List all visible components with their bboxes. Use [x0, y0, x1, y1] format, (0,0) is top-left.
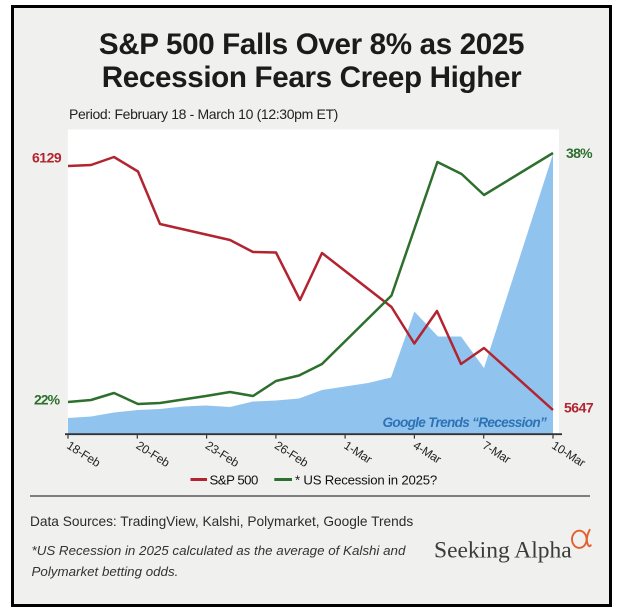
svg-text:6129: 6129: [32, 149, 62, 165]
svg-text:10-Mar: 10-Mar: [549, 438, 588, 470]
svg-text:7-Mar: 7-Mar: [480, 438, 513, 466]
svg-text:Polymarket betting odds.: Polymarket betting odds.: [32, 564, 179, 579]
svg-text:20-Feb: 20-Feb: [134, 438, 173, 470]
svg-text:Data Sources: TradingView, Kal: Data Sources: TradingView, Kalshi, Polym…: [30, 514, 413, 529]
svg-text:38%: 38%: [566, 145, 593, 161]
svg-text:22%: 22%: [34, 391, 61, 407]
svg-text:*US Recession in 2025 calculat: *US Recession in 2025 calculated as the …: [32, 543, 406, 558]
svg-text:Seeking Alpha: Seeking Alpha: [434, 537, 572, 563]
svg-text:4-Mar: 4-Mar: [411, 438, 444, 466]
svg-text:* US Recession in 2025?: * US Recession in 2025?: [295, 473, 437, 488]
svg-text:Google Trends “Recession”: Google Trends “Recession”: [383, 415, 547, 430]
svg-text:23-Feb: 23-Feb: [203, 438, 242, 470]
svg-text:1-Mar: 1-Mar: [341, 438, 374, 466]
svg-text:26-Feb: 26-Feb: [272, 438, 311, 470]
svg-text:S&P 500: S&P 500: [210, 473, 258, 488]
svg-text:18-Feb: 18-Feb: [64, 438, 103, 470]
svg-text:5647: 5647: [564, 399, 594, 415]
